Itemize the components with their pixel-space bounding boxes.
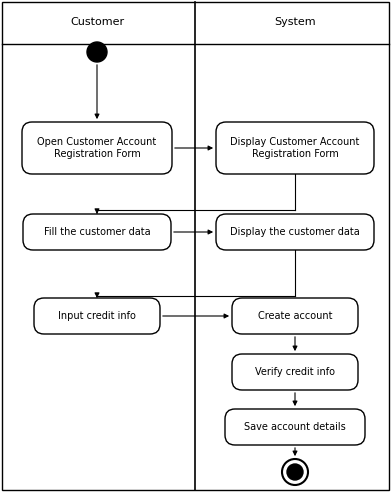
FancyBboxPatch shape	[216, 214, 374, 250]
FancyBboxPatch shape	[225, 409, 365, 445]
Text: Customer: Customer	[70, 17, 124, 27]
FancyBboxPatch shape	[34, 298, 160, 334]
Text: Save account details: Save account details	[244, 422, 346, 432]
Text: Input credit info: Input credit info	[58, 311, 136, 321]
Text: Verify credit info: Verify credit info	[255, 367, 335, 377]
FancyBboxPatch shape	[22, 122, 172, 174]
Text: System: System	[274, 17, 316, 27]
Text: Display Customer Account
Registration Form: Display Customer Account Registration Fo…	[230, 137, 360, 159]
FancyBboxPatch shape	[232, 354, 358, 390]
Text: Create account: Create account	[258, 311, 332, 321]
Circle shape	[287, 464, 303, 480]
Text: Fill the customer data: Fill the customer data	[44, 227, 150, 237]
Text: Display the customer data: Display the customer data	[230, 227, 360, 237]
Text: Open Customer Account
Registration Form: Open Customer Account Registration Form	[38, 137, 157, 159]
Circle shape	[87, 42, 107, 62]
Circle shape	[282, 459, 308, 485]
FancyBboxPatch shape	[216, 122, 374, 174]
FancyBboxPatch shape	[232, 298, 358, 334]
FancyBboxPatch shape	[23, 214, 171, 250]
